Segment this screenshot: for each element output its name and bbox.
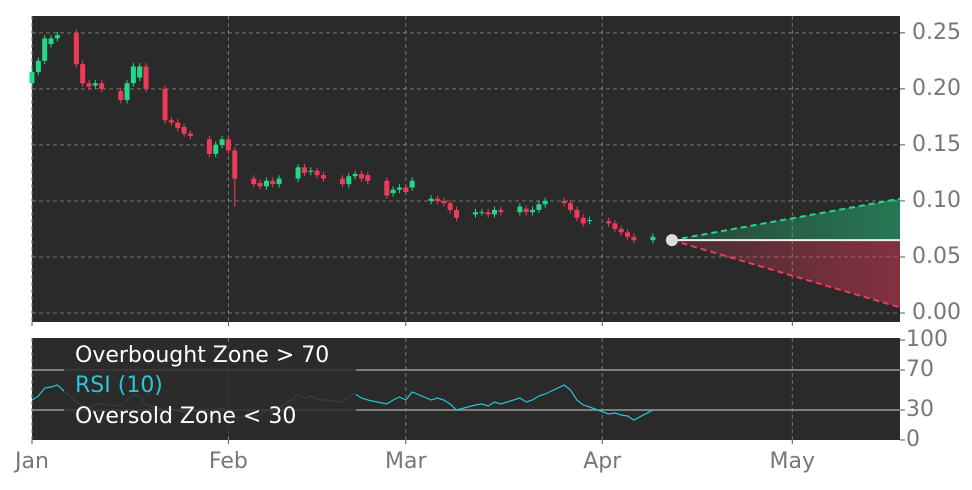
plot-area bbox=[32, 16, 900, 322]
candle-body bbox=[86, 83, 92, 87]
candle-body bbox=[403, 187, 409, 192]
candle-body bbox=[428, 198, 434, 201]
candle-body bbox=[73, 32, 79, 65]
candle-body bbox=[137, 66, 143, 78]
candle-body bbox=[409, 180, 415, 188]
candle-body bbox=[263, 180, 269, 187]
candle-body bbox=[257, 183, 263, 187]
candle-body bbox=[206, 139, 212, 154]
candle-body bbox=[479, 212, 485, 214]
candle-body bbox=[498, 209, 504, 213]
candle-body bbox=[574, 209, 580, 218]
candle-body bbox=[308, 170, 314, 172]
candle-body bbox=[453, 209, 459, 218]
candle-body bbox=[542, 200, 548, 205]
candle-body bbox=[650, 236, 656, 241]
candle-body bbox=[625, 232, 631, 237]
y-tick-label: 0.25 bbox=[912, 20, 961, 45]
candle-body bbox=[473, 212, 479, 215]
candle-body bbox=[530, 209, 536, 213]
candle-body bbox=[434, 198, 440, 201]
candle-body bbox=[612, 223, 618, 229]
candle-body bbox=[587, 220, 593, 222]
candle-body bbox=[219, 139, 225, 145]
y-tick-label: 100 bbox=[906, 327, 948, 352]
candle-body bbox=[352, 174, 358, 177]
y-tick-label: 0.05 bbox=[912, 244, 961, 269]
candle-body bbox=[485, 212, 491, 215]
candle-body bbox=[568, 203, 574, 210]
candle-body bbox=[314, 170, 320, 176]
candle-body bbox=[384, 180, 390, 196]
candle-body bbox=[124, 83, 130, 101]
forecast-point bbox=[665, 234, 678, 247]
forecast-down-area bbox=[671, 240, 900, 308]
candle-body bbox=[130, 66, 136, 84]
x-tick-label: May bbox=[770, 449, 815, 474]
candle-body bbox=[48, 38, 54, 45]
candle-body bbox=[270, 180, 276, 185]
x-tick-label: Apr bbox=[583, 449, 622, 474]
y-tick-label: 0.15 bbox=[912, 132, 961, 157]
candle-body bbox=[35, 60, 41, 73]
candle-body bbox=[168, 120, 174, 123]
candle-body bbox=[99, 83, 105, 89]
y-tick-label: 0.10 bbox=[912, 188, 961, 213]
x-tick-label: Mar bbox=[385, 449, 427, 474]
candle-body bbox=[251, 178, 257, 185]
y-tick-label: 0 bbox=[906, 427, 920, 452]
x-tick-label: Feb bbox=[209, 449, 248, 474]
candle-body bbox=[517, 206, 523, 213]
y-tick-label: 0.20 bbox=[912, 76, 961, 101]
candle-body bbox=[618, 228, 624, 233]
candle-body bbox=[187, 133, 193, 136]
legend-entry: Overbought Zone > 70 bbox=[75, 343, 329, 368]
candle-body bbox=[365, 175, 371, 181]
candle-body bbox=[213, 144, 219, 154]
candle-body bbox=[390, 189, 396, 194]
candle-body bbox=[42, 38, 48, 61]
candle-body bbox=[225, 139, 231, 151]
candle-body bbox=[118, 91, 124, 101]
y-tick-label: 70 bbox=[906, 357, 934, 382]
candle-body bbox=[561, 200, 567, 204]
candle-body bbox=[339, 178, 345, 185]
legend-entry: RSI (10) bbox=[75, 373, 163, 398]
candle-body bbox=[54, 35, 60, 39]
legend-box bbox=[64, 342, 356, 432]
candle-body bbox=[232, 150, 238, 179]
legend-entry: Oversold Zone < 30 bbox=[75, 404, 296, 429]
candle-body bbox=[536, 204, 542, 210]
candle-body bbox=[396, 187, 402, 190]
candle-body bbox=[175, 122, 181, 129]
candle-body bbox=[580, 217, 586, 224]
candle-body bbox=[181, 126, 187, 134]
candle-body bbox=[320, 175, 326, 179]
candle-body bbox=[492, 209, 498, 215]
candle-body bbox=[80, 64, 86, 84]
candle-body bbox=[29, 72, 35, 84]
x-tick-label: Jan bbox=[13, 449, 49, 474]
candle-body bbox=[295, 167, 301, 179]
candle-body bbox=[523, 208, 529, 213]
y-tick-label: 0.00 bbox=[912, 300, 961, 325]
candle-body bbox=[276, 178, 282, 185]
y-tick-label: 30 bbox=[906, 397, 934, 422]
candle-body bbox=[143, 66, 149, 89]
candle-body bbox=[441, 200, 447, 204]
candle-body bbox=[606, 221, 612, 224]
candle-body bbox=[346, 176, 352, 185]
candle-body bbox=[447, 203, 453, 210]
candle-body bbox=[631, 236, 637, 241]
candle-body bbox=[162, 88, 168, 121]
forecast-up-area bbox=[671, 198, 900, 241]
forecast-upper bbox=[671, 197, 901, 242]
candle-body bbox=[358, 174, 364, 179]
candle-body bbox=[301, 167, 307, 173]
candle-body bbox=[92, 83, 98, 86]
